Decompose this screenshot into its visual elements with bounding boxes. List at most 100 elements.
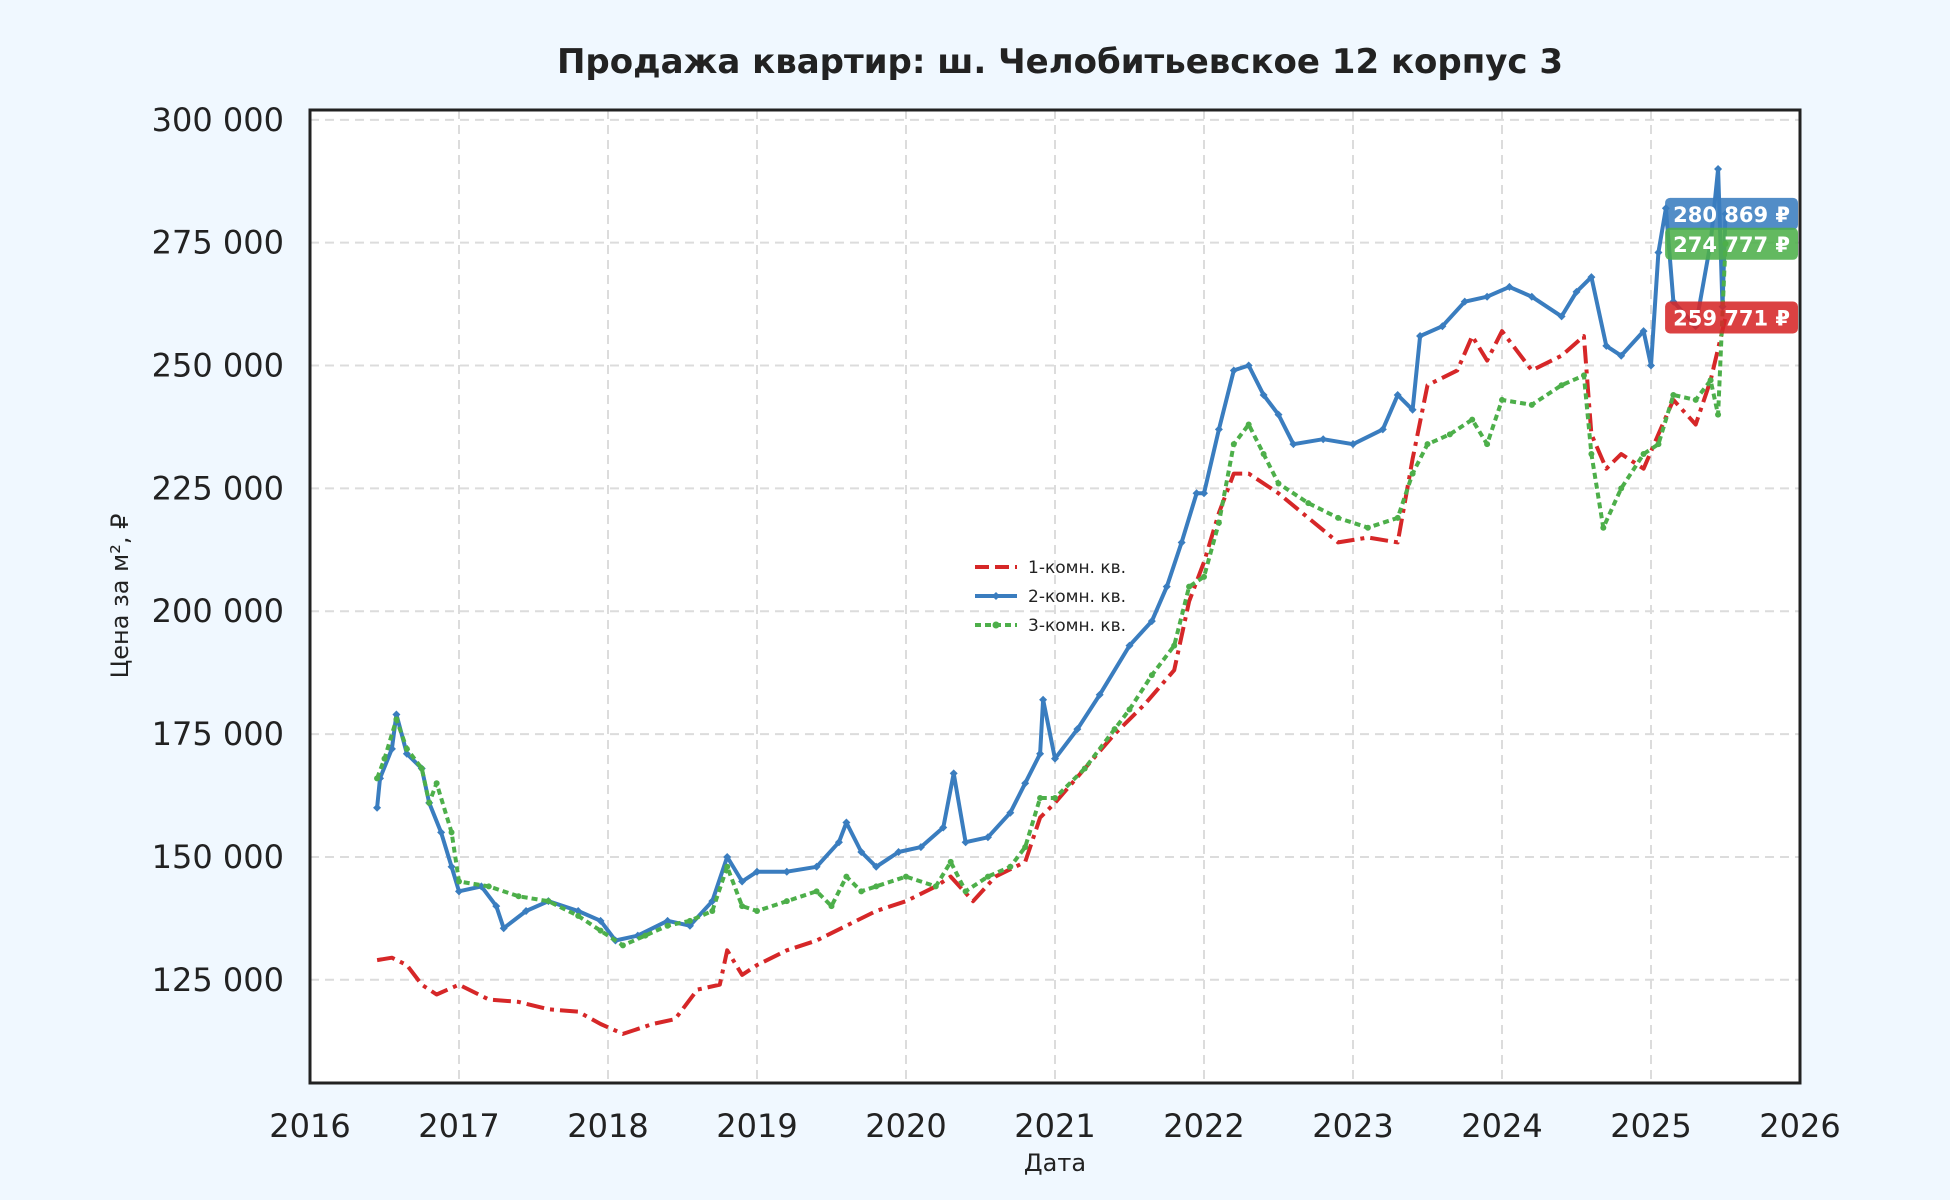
data-point	[1438, 322, 1447, 331]
data-point	[663, 916, 672, 925]
data-point	[1125, 641, 1134, 650]
data-point	[813, 888, 820, 895]
data-point	[1469, 416, 1476, 423]
data-point	[961, 838, 970, 847]
legend-label: 3-комн. кв.	[1028, 616, 1126, 636]
data-point	[962, 888, 969, 895]
data-point	[1335, 514, 1342, 521]
data-point	[828, 903, 835, 910]
data-point	[664, 922, 671, 929]
data-point	[984, 873, 991, 880]
data-point	[1022, 844, 1029, 851]
data-point	[492, 902, 501, 911]
data-point	[392, 710, 401, 719]
end-label-badge: 274 777 ₽	[1665, 227, 1798, 260]
data-point	[709, 908, 716, 915]
data-point	[1349, 440, 1357, 449]
data-point	[1378, 425, 1387, 434]
data-point	[685, 921, 694, 930]
data-point	[1201, 573, 1207, 580]
legend: 1-комн. кв. 2-комн. кв. 3-комн. кв.	[975, 558, 1126, 636]
data-point	[1499, 396, 1505, 403]
data-point	[843, 873, 850, 880]
data-point	[753, 867, 761, 876]
data-point	[1572, 287, 1581, 296]
data-point	[1162, 582, 1171, 591]
data-point	[1095, 690, 1104, 699]
data-point	[515, 893, 522, 900]
plot-frame	[308, 108, 1802, 1085]
data-point	[724, 863, 731, 870]
data-point	[1081, 765, 1088, 772]
data-point	[403, 745, 410, 752]
data-point	[834, 838, 843, 847]
data-point	[1446, 431, 1453, 438]
data-point	[916, 843, 925, 852]
x-tick-label: 2022	[1163, 1107, 1244, 1145]
x-tick-label: 2016	[269, 1107, 350, 1145]
data-point	[485, 883, 492, 890]
data-point	[1147, 617, 1156, 626]
data-point	[597, 927, 604, 934]
legend-marker	[992, 621, 1000, 629]
data-point	[1424, 441, 1431, 448]
data-point	[1259, 391, 1268, 400]
series-line	[375, 167, 1728, 943]
data-point	[1714, 164, 1723, 173]
end-label-background	[1665, 301, 1798, 334]
data-point	[949, 769, 958, 778]
x-tick-label: 2025	[1610, 1107, 1691, 1145]
end-label-background	[1665, 227, 1798, 260]
data-point	[939, 823, 948, 832]
data-point	[619, 942, 626, 949]
data-point	[1200, 489, 1208, 498]
data-point	[522, 907, 531, 916]
data-point	[739, 903, 746, 910]
data-point	[402, 749, 411, 758]
legend-label: 2-комн. кв.	[1028, 587, 1126, 607]
data-point	[1558, 382, 1565, 389]
data-point	[1618, 485, 1625, 492]
series-layer	[373, 164, 1730, 1036]
data-point	[754, 908, 760, 915]
data-point	[545, 898, 552, 905]
x-tick-label: 2020	[865, 1107, 946, 1145]
data-point	[1460, 297, 1469, 306]
data-point	[499, 924, 508, 933]
data-point	[1021, 779, 1030, 788]
y-tick-label: 200 000	[152, 592, 284, 630]
data-point	[1039, 695, 1048, 704]
data-point	[1416, 332, 1425, 341]
y-tick-label: 300 000	[152, 101, 284, 139]
x-tick-label: 2019	[716, 1107, 797, 1145]
x-axis-label: Дата	[1024, 1149, 1086, 1177]
data-point	[1214, 425, 1223, 434]
data-point	[574, 907, 583, 916]
x-tick-label: 2026	[1759, 1107, 1840, 1145]
data-point	[947, 858, 954, 865]
data-point	[932, 883, 939, 890]
data-point	[596, 916, 605, 925]
data-point	[1588, 450, 1595, 457]
data-point	[1707, 377, 1714, 384]
series-line	[375, 243, 1728, 948]
data-point	[1364, 524, 1371, 531]
data-point	[686, 917, 693, 924]
data-point	[872, 862, 881, 871]
data-point	[1692, 396, 1699, 403]
data-point	[1408, 405, 1417, 414]
y-tick-label: 275 000	[152, 224, 284, 262]
data-point	[1275, 480, 1282, 487]
data-point	[857, 848, 866, 857]
y-axis-ticks: 125 000 150 000 175 000 200 000 225 000 250 0…	[152, 101, 284, 999]
data-point	[1037, 794, 1044, 801]
data-point	[1305, 500, 1312, 507]
data-point	[374, 775, 381, 782]
x-tick-label: 2024	[1461, 1107, 1542, 1145]
data-point	[842, 818, 851, 827]
data-point	[1274, 410, 1283, 419]
data-point	[1319, 435, 1328, 444]
data-point	[433, 780, 440, 787]
y-tick-label: 250 000	[152, 347, 284, 385]
legend-item: 3-комн. кв.	[975, 616, 1126, 636]
